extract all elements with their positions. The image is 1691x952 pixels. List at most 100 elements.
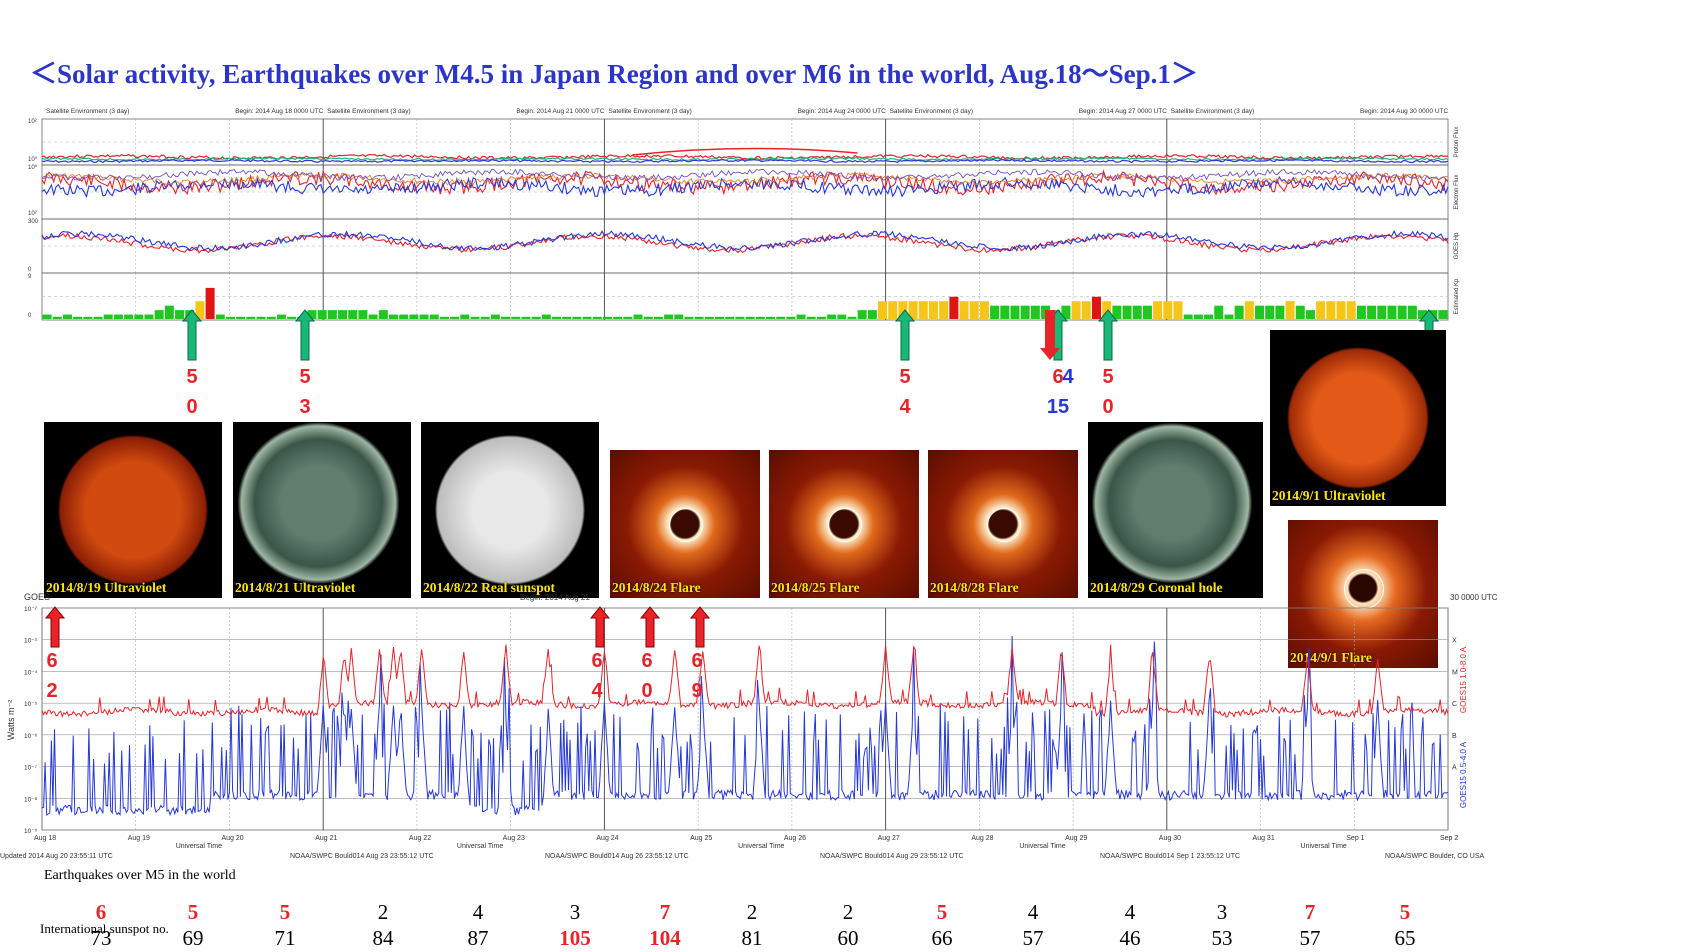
y-axis-label: Watts m⁻² [6, 700, 16, 740]
eq-mag-label: 6 [46, 650, 57, 672]
earthquake-count: 7 [1304, 900, 1316, 924]
kp-bar [949, 296, 959, 319]
up-arrow-icon [294, 309, 316, 361]
kp-bar [1102, 301, 1112, 319]
kp-bar [613, 316, 623, 319]
axis-tick: 0 [28, 313, 32, 319]
kp-bar [898, 301, 908, 319]
day-label: Aug 27 [878, 835, 900, 842]
eq-mag-label: 5 [1102, 366, 1113, 388]
earthquake-count: 3 [1216, 900, 1228, 924]
kp-bar [664, 314, 674, 319]
xray-trace-long [41, 644, 1449, 719]
thumb-caption: 2014/8/19 Ultraviolet [46, 580, 167, 595]
kp-bar [1030, 305, 1040, 319]
thumb-uv-0901: 2014/9/1 Ultraviolet [1270, 330, 1446, 506]
thumb-caption: 2014/9/1 Flare [1290, 650, 1372, 665]
eq-mag-label: 6 [691, 650, 702, 672]
kp-bar [1020, 305, 1030, 319]
kp-bar [1061, 305, 1071, 319]
eq-mag-label: 6 [1052, 366, 1063, 388]
earthquake-count: 4 [1124, 900, 1136, 924]
kp-bar [73, 316, 83, 319]
day-label: Sep 1 [1346, 835, 1364, 842]
kp-bar [1295, 305, 1305, 319]
kp-bar [1214, 305, 1224, 319]
kp-bar [276, 314, 286, 319]
panel-header: Satellite Environment (3 day) [327, 108, 410, 115]
axis-tick: 10⁻⁴ [24, 669, 38, 676]
flux-trace [41, 232, 1449, 254]
kp-bar [124, 314, 134, 319]
thumb-caption: 2014/8/24 Flare [612, 580, 701, 595]
xray-flux-panel: GOES Begin: 2014 Aug 21 30 0000 UTC 10⁻² 10… [0, 592, 1498, 860]
kp-bar [389, 314, 398, 319]
kp-bar [531, 316, 541, 319]
axis-tick: 10² [28, 119, 37, 125]
thumb-caption: 2014/8/29 Coronal hole [1090, 580, 1223, 595]
green-arrow-2: 53 [294, 309, 316, 418]
eq-mag-label: 3 [299, 396, 310, 418]
day-label: Aug 29 [1065, 835, 1087, 842]
flare-class-label: B [1452, 733, 1457, 740]
kp-bar [562, 316, 572, 319]
kp-bar [643, 316, 653, 319]
panel-footer: NOAA/SWPC Bould014 Aug 29 23:55:12 UTC [820, 853, 964, 860]
eq-mag-label: 0 [641, 680, 652, 702]
kp-bar [205, 287, 215, 319]
green-arrow-3: 54 [894, 309, 916, 418]
panel-footer: NOAA/SWPC Bould014 Sep 1 23:55:12 UTC [1100, 853, 1240, 860]
kp-bar [959, 301, 969, 319]
series-label: GOES15 1.0-8.0 A [1459, 646, 1468, 713]
red-arrow-2: 64 [589, 606, 611, 702]
kp-bar [602, 316, 612, 319]
kp-bar [144, 314, 154, 319]
kp-bar [327, 310, 337, 319]
panel-footer: NOAA/SWPC Boulder, CO USA [1385, 853, 1485, 860]
kp-bar [765, 316, 775, 319]
sunspot-label: International sunspot no. [40, 921, 169, 936]
kp-bar [1407, 305, 1417, 319]
kp-bar [1122, 305, 1132, 319]
row-label: GOES Hp [1454, 232, 1460, 259]
flux-trace [41, 168, 1449, 182]
kp-bar [541, 314, 551, 319]
day-label: Aug 22 [409, 835, 431, 842]
kp-bar [154, 310, 164, 319]
kp-bar [1356, 305, 1366, 319]
up-arrow-icon [894, 309, 916, 361]
panel-header: Satellite Environment (3 day) [608, 108, 691, 115]
panel-footer: NOAA/SWPC Bould014 Aug 23 23:55:12 UTC [290, 853, 434, 860]
kp-bar [776, 316, 786, 319]
kp-bars [42, 287, 1448, 319]
sunspot-number: 66 [931, 926, 953, 950]
kp-bar [1010, 305, 1020, 319]
kp-bar [419, 314, 429, 319]
earthquake-count: 7 [659, 900, 671, 924]
kp-bar [582, 316, 592, 319]
thumb-flare-0901: 2014/9/1 Flare [1288, 520, 1438, 668]
kp-bar [409, 314, 419, 319]
kp-bar [908, 301, 918, 319]
up-arrow-icon [589, 606, 611, 648]
kp-bar [969, 301, 979, 319]
kp-bar [1346, 301, 1356, 319]
xray-header: Begin: 2014 Aug 21 [520, 593, 590, 602]
sunspot-number: 84 [372, 926, 394, 950]
kp-bar [439, 316, 449, 319]
earthquake-count: 6 [95, 900, 107, 924]
sunspot-number: 53 [1211, 926, 1233, 950]
panel-header: Satellite Environment (3 day) [1171, 108, 1254, 115]
eq-mag-label: 9 [691, 680, 702, 702]
kp-bar [806, 316, 816, 319]
kp-bar [1367, 305, 1377, 319]
kp-bar [816, 316, 826, 319]
sunspot-number: 57 [1022, 926, 1044, 950]
kp-bar [847, 316, 857, 319]
axis-tick: 9 [28, 274, 32, 280]
day-label: Aug 25 [690, 835, 712, 842]
kp-bar [399, 314, 409, 319]
thumb-uv-0821: 2014/8/21 Ultraviolet [233, 422, 411, 598]
red-arrow-4: 69 [689, 606, 711, 702]
kp-bar [1275, 305, 1285, 319]
